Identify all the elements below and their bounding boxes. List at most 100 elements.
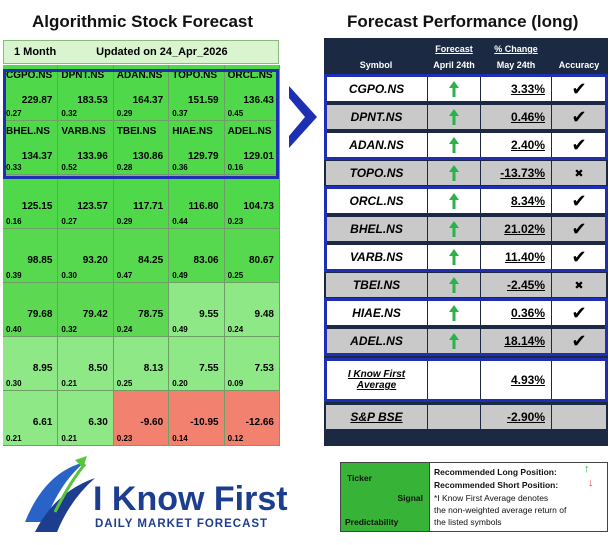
grid-cell-symbol: ORCL.NS [227, 70, 273, 81]
row-forecast-arrow [428, 245, 480, 269]
performance-row: DPNT.NS 0.46% ✔ [324, 104, 608, 130]
performance-row: CGPO.NS 3.33% ✔ [324, 76, 608, 102]
up-arrow-icon [449, 277, 459, 293]
benchmark-forecast-cell [428, 405, 480, 429]
grid-cell: 9.55 0.49 [169, 283, 225, 337]
up-arrow-icon [449, 249, 459, 265]
grid-cell-signal: 164.37 [132, 95, 164, 106]
up-arrow-icon [449, 81, 459, 97]
grid-cell-symbol: VARB.NS [61, 126, 106, 137]
average-change: 4.93% [481, 361, 551, 399]
grid-cell-signal: 183.53 [77, 95, 108, 106]
row-symbol: ADAN.NS [326, 133, 427, 157]
row-symbol: ORCL.NS [326, 189, 427, 213]
performance-table: Symbol Forecast April 24th % Change May … [324, 38, 608, 446]
average-row: I Know First Average 4.93% [324, 360, 608, 400]
grid-cell-predictability: 0.25 [116, 379, 133, 388]
grid-cell: ORCL.NS 136.43 0.45 [224, 65, 280, 121]
grid-cell-predictability: 0.16 [6, 217, 22, 226]
forecast-header-bar: 1 Month Updated on 24_Apr_2026 [3, 40, 279, 64]
grid-cell: -9.60 0.23 [113, 391, 170, 446]
grid-cell-predictability: 0.29 [116, 109, 133, 118]
grid-cell: ADAN.NS 164.37 0.29 [113, 65, 170, 121]
performance-row: TBEI.NS -2.45% ✖ [324, 272, 608, 298]
brand-logo: I Know First DAILY MARKET FORECAST [15, 452, 315, 542]
grid-cell: CGPO.NS 229.87 0.27 [3, 65, 59, 121]
grid-cell: TOPO.NS 151.59 0.37 [169, 65, 225, 121]
grid-cell: BHEL.NS 134.37 0.33 [3, 121, 59, 175]
grid-cell-signal: 130.86 [132, 151, 164, 162]
legend-signal: Signal [397, 493, 423, 503]
grid-cell-signal: 98.85 [27, 255, 53, 266]
grid-cell-signal: 133.96 [77, 151, 108, 162]
grid-cell: 84.25 0.47 [113, 229, 170, 283]
grid-cell-predictability: 0.30 [61, 271, 77, 280]
grid-cell-predictability: 0.37 [172, 109, 188, 118]
grid-cell: 9.48 0.24 [224, 283, 280, 337]
row-forecast-arrow [428, 301, 480, 325]
row-accuracy: ✔ [552, 329, 606, 353]
grid-cell-predictability: 0.27 [6, 109, 22, 118]
grid-cell: -10.95 0.14 [169, 391, 225, 446]
up-arrow-icon [449, 137, 459, 153]
grid-cell-signal: 6.30 [88, 417, 108, 428]
grid-cell: -12.66 0.12 [224, 391, 280, 446]
grid-cell-predictability: 0.23 [116, 434, 133, 443]
row-accuracy: ✔ [552, 189, 606, 213]
grid-cell-symbol: TBEI.NS [116, 126, 157, 137]
grid-cell-predictability: 0.52 [61, 163, 77, 172]
grid-cell-predictability: 0.28 [116, 163, 133, 172]
row-change: 21.02% [481, 217, 551, 241]
row-accuracy: ✖ [552, 161, 606, 185]
row-forecast-arrow [428, 105, 480, 129]
grid-cell: 116.80 0.44 [169, 175, 225, 229]
left-title: Algorithmic Stock Forecast [32, 12, 254, 31]
grid-cell-signal: 134.37 [21, 151, 53, 162]
grid-cell: 6.61 0.21 [3, 391, 59, 446]
row-symbol: ADEL.NS [326, 329, 427, 353]
right-title: Forecast Performance (long) [347, 12, 579, 31]
grid-cell-predictability: 0.21 [61, 379, 77, 388]
pointer-arrow-icon [289, 86, 317, 148]
grid-cell-signal: 84.25 [138, 255, 164, 266]
grid-cell: 8.95 0.30 [3, 337, 59, 391]
grid-cell-predictability: 0.29 [116, 217, 133, 226]
grid-cell-signal: 9.48 [254, 309, 274, 320]
row-symbol: DPNT.NS [326, 105, 427, 129]
grid-cell-signal: -10.95 [190, 417, 219, 428]
logo-swoosh-icon [25, 456, 95, 532]
grid-cell-predictability: 0.20 [172, 379, 188, 388]
grid-cell-signal: -12.66 [245, 417, 274, 428]
grid-cell-predictability: 0.39 [6, 271, 22, 280]
grid-cell-signal: 78.75 [138, 309, 164, 320]
grid-cell-signal: 6.61 [32, 417, 53, 428]
grid-cell-predictability: 0.45 [227, 109, 244, 118]
grid-cell-signal: 123.57 [77, 201, 108, 212]
grid-cell-symbol: CGPO.NS [6, 70, 53, 81]
row-symbol: VARB.NS [326, 245, 427, 269]
grid-cell-symbol: ADEL.NS [227, 126, 272, 137]
grid-cell-signal: 8.95 [32, 363, 53, 374]
row-symbol: CGPO.NS [326, 77, 427, 101]
row-accuracy: ✔ [552, 133, 606, 157]
grid-cell-signal: 104.73 [243, 201, 274, 212]
legend-note-2: the non-weighted average return of [434, 505, 567, 515]
grid-cell-predictability: 0.14 [172, 434, 188, 443]
grid-cell-signal: 117.71 [133, 201, 164, 212]
forecast-grid: CGPO.NS 229.87 0.27 DPNT.NS 183.53 0.32 ADAN.N… [3, 65, 280, 446]
row-symbol: TBEI.NS [326, 273, 427, 297]
grid-cell-predictability: 0.21 [6, 434, 22, 443]
grid-cell-predictability: 0.30 [6, 379, 22, 388]
average-label: I Know First Average [326, 361, 427, 399]
grid-cell: 8.50 0.21 [58, 337, 114, 391]
grid-cell: HIAE.NS 129.79 0.36 [169, 121, 225, 175]
up-arrow-icon [449, 305, 459, 321]
row-accuracy: ✔ [552, 301, 606, 325]
logo-tagline: DAILY MARKET FORECAST [95, 518, 269, 530]
legend-predictability: Predictability [345, 517, 399, 527]
row-forecast-arrow [428, 273, 480, 297]
grid-cell-signal: 129.01 [243, 151, 274, 162]
grid-cell-predictability: 0.32 [61, 325, 77, 334]
top-picks-highlight [3, 69, 279, 179]
col-change-header: % Change [494, 44, 538, 54]
